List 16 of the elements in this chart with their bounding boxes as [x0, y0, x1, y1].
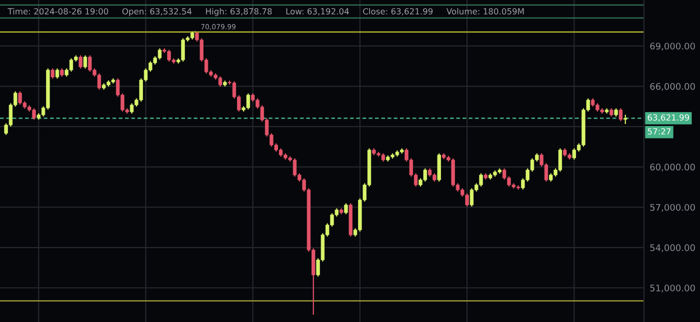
y-tick-label: 66,000.00: [650, 83, 695, 91]
ref-line-label: 63,621.99: [648, 114, 690, 122]
y-tick-label: 69,000.00: [650, 42, 695, 50]
candlestick: [55, 68, 60, 80]
candlestick: [618, 108, 623, 122]
y-tick-label: 60,000.00: [650, 164, 695, 172]
y-tick-label: 51,000.00: [650, 284, 695, 292]
candlestick: [78, 54, 82, 70]
candlestick: [344, 202, 348, 215]
candlestick: [624, 114, 628, 125]
y-tick-label: 57,000.00: [650, 204, 695, 212]
text: Time: 2024-08-26 19:00 Open: 63,532.54 High: 63,878.78 Low: 63,192.04 Close: 63,621.99 Volume: 180.059M: [8, 8, 524, 16]
y-tick-label: 54,000.00: [650, 244, 695, 252]
candlestick: [50, 68, 54, 80]
text: 57:27: [648, 128, 671, 135]
candlestick: [83, 54, 88, 70]
